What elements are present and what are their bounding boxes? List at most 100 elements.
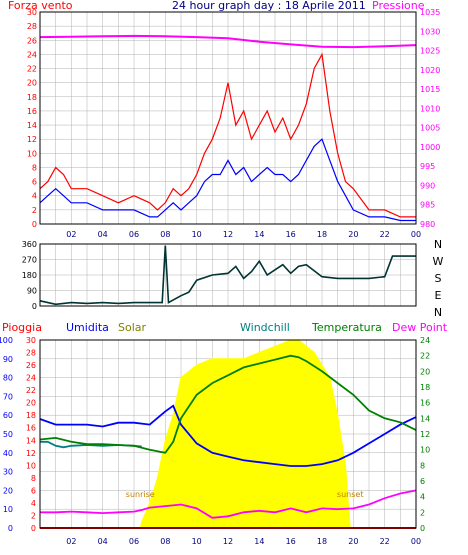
humidity-y-tick-label: 20 bbox=[3, 486, 13, 495]
wind-line-avg bbox=[39, 138, 416, 222]
wind-x-tick-label: 06 bbox=[129, 230, 139, 239]
legend-item: Umidita bbox=[66, 321, 109, 334]
mid-y-tick-label: 18 bbox=[26, 411, 36, 420]
mid-y-tick-label: 24 bbox=[26, 374, 36, 383]
direction-y-axis: 0 90 180 270 360 bbox=[22, 240, 37, 311]
weather-x-axis: 02 04 06 08 10 12 14 16 18 20 22 00 bbox=[66, 537, 421, 546]
mid-y-tick-label: 14 bbox=[26, 436, 36, 445]
temperature-y-tick-label: 24 bbox=[420, 336, 430, 345]
wind-x-tick-label: 16 bbox=[286, 230, 296, 239]
wind-y-tick-label: 30 bbox=[27, 8, 37, 17]
mid-y-tick-label: 28 bbox=[26, 349, 36, 358]
sun-annotation-label: sunrise bbox=[126, 490, 155, 499]
wind-x-tick-label: 22 bbox=[380, 230, 390, 239]
direction-plot-frame bbox=[39, 243, 417, 307]
weather-x-tick-label: 14 bbox=[254, 537, 264, 546]
pressure-y-tick-label: 1020 bbox=[420, 66, 440, 75]
direction-line bbox=[39, 245, 416, 306]
temperature-y-tick-label: 12 bbox=[420, 430, 430, 439]
temperature-y-tick-label: 18 bbox=[420, 383, 430, 392]
pressure-y-tick-label: 1005 bbox=[420, 124, 440, 133]
direction-y-tick-label: 0 bbox=[32, 302, 37, 311]
temperature-y-tick-label: 22 bbox=[420, 352, 430, 361]
temperature-y-tick-label: 0 bbox=[420, 524, 425, 533]
pressure-y-tick-label: 1030 bbox=[420, 27, 440, 36]
mid-y-tick-label: 8 bbox=[31, 474, 36, 483]
humidity-y-tick-label: 50 bbox=[3, 430, 13, 439]
compass-letter: W bbox=[433, 255, 444, 268]
legend-item: Windchill bbox=[240, 321, 290, 334]
mid-y-tick-label: 4 bbox=[31, 499, 36, 508]
temperature-y-tick-label: 20 bbox=[420, 367, 430, 376]
humidity-y-tick-label: 60 bbox=[3, 411, 13, 420]
pressure-y-tick-label: 1035 bbox=[420, 8, 440, 17]
wind-x-tick-label: 00 bbox=[411, 230, 421, 239]
weather-line-temperature bbox=[39, 354, 417, 454]
wind-line-gust bbox=[39, 52, 416, 218]
mid-y-tick-label: 6 bbox=[31, 486, 36, 495]
chart-title: 24 hour graph day : 18 Aprile 2011 bbox=[172, 0, 366, 12]
direction-y-tick-label: 90 bbox=[27, 287, 37, 296]
pressure-y-tick-label: 985 bbox=[420, 201, 435, 210]
wind-y-tick-label: 22 bbox=[27, 65, 37, 74]
wind-x-tick-label: 18 bbox=[317, 230, 327, 239]
direction-y-tick-label: 180 bbox=[22, 271, 37, 280]
temperature-y-tick-label: 6 bbox=[420, 477, 425, 486]
mid-y-tick-label: 20 bbox=[26, 399, 36, 408]
wind-x-tick-label: 20 bbox=[348, 230, 358, 239]
weather-plot-frame bbox=[39, 339, 417, 529]
wind-series bbox=[39, 34, 417, 222]
weather-x-tick-label: 22 bbox=[380, 537, 390, 546]
pressure-y-tick-label: 995 bbox=[420, 162, 435, 171]
wind-y-tick-label: 24 bbox=[27, 50, 37, 59]
mid-y-tick-label: 26 bbox=[26, 361, 36, 370]
sun-annotation-label: sunset bbox=[337, 490, 364, 499]
pressure-y-tick-label: 980 bbox=[420, 220, 435, 229]
weather-x-tick-label: 00 bbox=[411, 537, 421, 546]
temperature-y-tick-label: 10 bbox=[420, 446, 430, 455]
wind-y-tick-label: 10 bbox=[27, 149, 37, 158]
temperature-y-tick-label: 16 bbox=[420, 399, 430, 408]
humidity-y-tick-label: 40 bbox=[3, 449, 13, 458]
wind-y-tick-label: 14 bbox=[27, 121, 37, 130]
weather-legend: Pioggia Umidita Solar Windchill Temperatura D… bbox=[2, 321, 448, 334]
wind-y-tick-label: 26 bbox=[27, 36, 37, 45]
wind-y-tick-label: 28 bbox=[27, 22, 37, 31]
temperature-y-tick-label: 2 bbox=[420, 508, 425, 517]
pressure-y-tick-label: 1010 bbox=[420, 104, 440, 113]
humidity-y-tick-label: 30 bbox=[3, 468, 13, 477]
wind-x-tick-label: 10 bbox=[192, 230, 202, 239]
legend-item: Pioggia bbox=[2, 321, 42, 334]
wind-y-tick-label: 8 bbox=[32, 163, 37, 172]
wind-x-tick-label: 14 bbox=[254, 230, 264, 239]
humidity-y-tick-label: 80 bbox=[3, 374, 13, 383]
weather-x-tick-label: 16 bbox=[286, 537, 296, 546]
compass-letter: S bbox=[435, 272, 442, 285]
wind-y-tick-label: 6 bbox=[32, 178, 37, 187]
mid-y-tick-label: 0 bbox=[31, 524, 36, 533]
mid-y-tick-label: 12 bbox=[26, 449, 36, 458]
temperature-y-tick-label: 8 bbox=[420, 461, 425, 470]
wind-left-label: Forza vento bbox=[8, 0, 73, 12]
temperature-y-tick-label: 4 bbox=[420, 493, 425, 502]
weather-x-tick-label: 12 bbox=[223, 537, 233, 546]
temperature-y-tick-label: 14 bbox=[420, 414, 430, 423]
compass-letter: E bbox=[435, 289, 442, 302]
wind-x-tick-label: 12 bbox=[223, 230, 233, 239]
direction-grid bbox=[39, 243, 417, 307]
weather-x-tick-label: 08 bbox=[160, 537, 170, 546]
pressure-y-tick-label: 1000 bbox=[420, 143, 440, 152]
wind-y-tick-label: 4 bbox=[32, 192, 37, 201]
wind-y-axis-right: 980 985 990 995 1000 1005 1010 1015 1020 1025 1030… bbox=[420, 8, 440, 229]
direction-series bbox=[39, 245, 416, 306]
wind-y-tick-label: 12 bbox=[27, 135, 37, 144]
wind-right-label: Pressione bbox=[372, 0, 425, 12]
legend-item: Temperatura bbox=[311, 321, 382, 334]
weather-line-humidity bbox=[39, 404, 417, 467]
wind-x-tick-label: 02 bbox=[66, 230, 76, 239]
wind-y-tick-label: 0 bbox=[32, 220, 37, 229]
